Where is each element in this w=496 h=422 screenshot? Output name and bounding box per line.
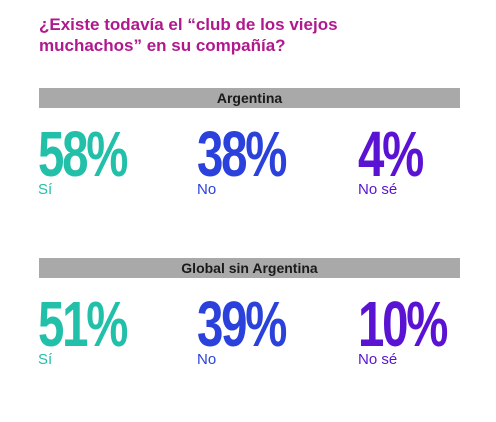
stat-no-se: 4% No sé	[358, 122, 445, 198]
stat-si: 51% Sí	[38, 292, 157, 368]
chart-title: ¿Existe todavía el “club de los viejos m…	[39, 14, 459, 56]
group-row-global: 51% Sí 39% No 10% No sé	[0, 292, 496, 382]
group-row-argentina: 58% Sí 38% No 4% No sé	[0, 122, 496, 212]
category-label: No sé	[358, 181, 398, 198]
group-header-global: Global sin Argentina	[39, 258, 460, 278]
stat-no-se: 10% No sé	[358, 292, 477, 368]
group-header-argentina: Argentina	[39, 88, 460, 108]
stat-si: 58% Sí	[38, 122, 157, 198]
percent-value: 38%	[197, 118, 287, 190]
category-label: Sí	[38, 181, 53, 198]
percent-value: 10%	[358, 288, 448, 360]
percent-value: 39%	[197, 288, 287, 360]
stat-no: 39% No	[197, 292, 316, 368]
stat-no: 38% No	[197, 122, 316, 198]
category-label: No	[197, 181, 217, 198]
percent-value: 51%	[38, 288, 128, 360]
percent-value: 4%	[358, 118, 424, 190]
title-line-1: ¿Existe todavía el “club de los viejos	[39, 15, 338, 34]
category-label: No	[197, 351, 217, 368]
title-line-2: muchachos” en su compañía?	[39, 36, 286, 55]
category-label: Sí	[38, 351, 53, 368]
category-label: No sé	[358, 351, 398, 368]
percent-value: 58%	[38, 118, 128, 190]
